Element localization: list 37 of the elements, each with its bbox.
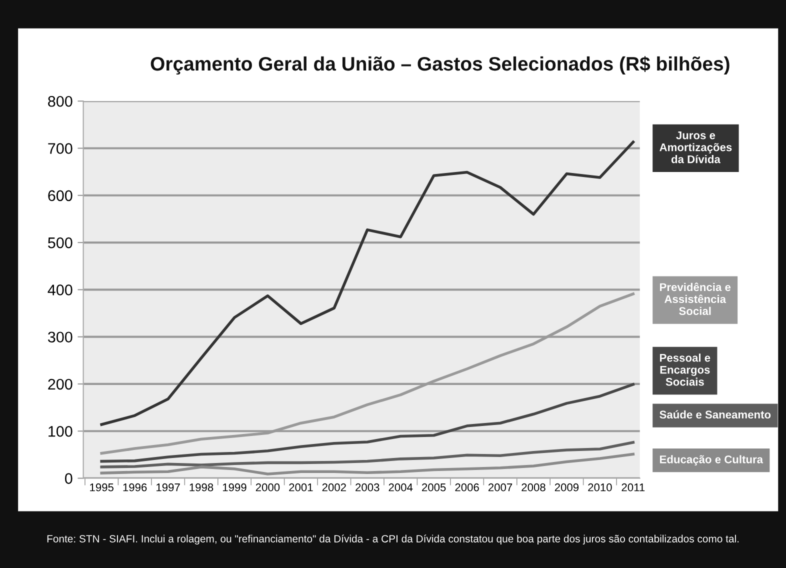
x-tick-label: 1999 bbox=[222, 483, 246, 492]
text: Educação e Cultura bbox=[660, 455, 764, 466]
line-series bbox=[100, 452, 635, 476]
x-tick-label: 1998 bbox=[190, 483, 214, 492]
x-tick-label: 2008 bbox=[522, 483, 546, 492]
y-tick-label: 0 bbox=[65, 473, 72, 484]
x-tick-label: 2009 bbox=[554, 483, 579, 492]
text: Juros e Amortizações da Dívida bbox=[660, 132, 732, 164]
x-tick-label: 2005 bbox=[422, 483, 446, 492]
y-tick-label: 300 bbox=[48, 332, 72, 343]
text: Saúde e Saneamento bbox=[660, 410, 771, 419]
y-tick-label: 400 bbox=[48, 284, 72, 296]
line-series bbox=[100, 383, 635, 463]
y-tick-label: 700 bbox=[48, 143, 72, 154]
x-tick-label: 2000 bbox=[256, 483, 280, 492]
x-tick-label: 2010 bbox=[588, 483, 612, 492]
x-tick-label: 1997 bbox=[156, 483, 180, 492]
y-tick-label: 800 bbox=[48, 96, 72, 107]
y-tick-label: 600 bbox=[48, 190, 72, 202]
x-tick-label: 1995 bbox=[90, 483, 114, 492]
line-series bbox=[100, 140, 635, 426]
text: Previdência e Assistência Social bbox=[660, 282, 731, 315]
x-tick-label: 1996 bbox=[123, 483, 147, 492]
x-tick-label: 2011 bbox=[622, 483, 645, 492]
x-tick-label: 2006 bbox=[455, 483, 479, 492]
text: Pessoal e Encargos Sociais bbox=[660, 354, 710, 386]
y-tick-label: 200 bbox=[48, 378, 72, 390]
y-tick-label: 500 bbox=[48, 237, 72, 248]
x-tick-label: 2002 bbox=[322, 483, 346, 492]
y-tick-label: 100 bbox=[48, 426, 72, 437]
source-note: Fonte: STN - SIAFI. Inclui a rolagem, ou "refinanciamento" da Dívida - a CPI da Dívida constatou que boa parte dos juros são contabilizados como tal. bbox=[47, 534, 739, 545]
chart-title: Orçamento Geral da União – Gastos Selecionados (R$ bilhões) bbox=[150, 56, 730, 75]
x-tick-label: 2004 bbox=[388, 483, 413, 492]
x-tick-label: 2003 bbox=[356, 483, 380, 492]
x-tick-label: 2007 bbox=[488, 483, 512, 492]
x-tick-label: 2001 bbox=[289, 483, 313, 492]
line-series bbox=[100, 441, 635, 468]
